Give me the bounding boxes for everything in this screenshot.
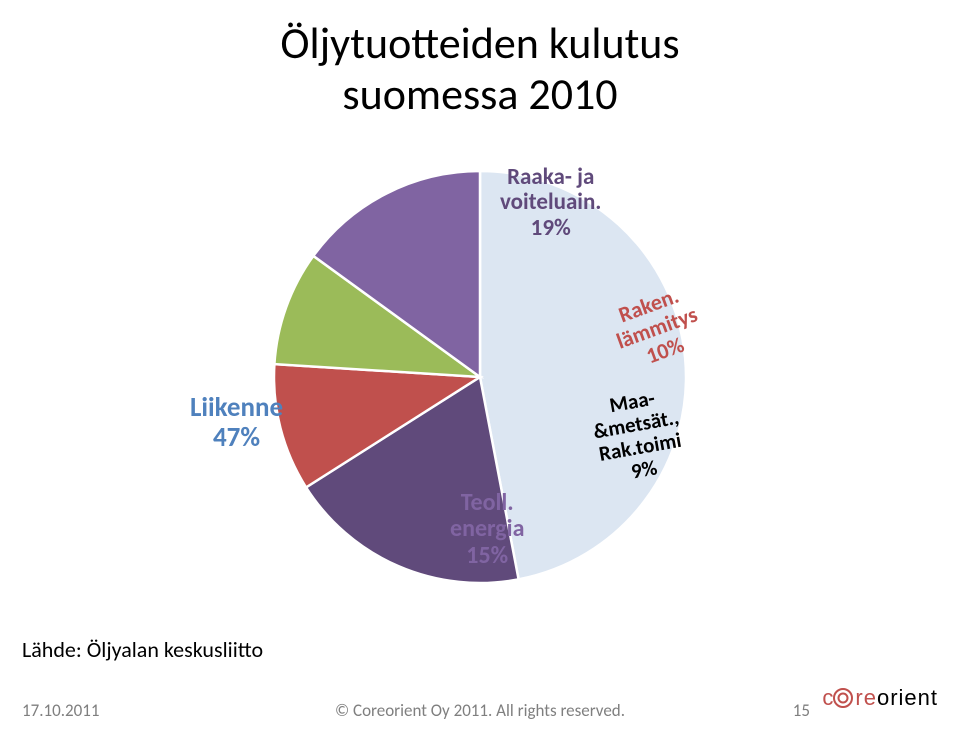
- pie-label-raaka: Raaka- javoiteluain.19%: [500, 165, 601, 241]
- page-title: Öljytuotteiden kulutus suomessa 2010: [0, 18, 960, 119]
- pie-label-teoll: Teoll.energia15%: [450, 490, 524, 569]
- title-line-1: Öljytuotteiden kulutus: [280, 16, 679, 70]
- source-line: Lähde: Öljyalan keskusliitto: [22, 636, 263, 663]
- logo-text-3: orient: [877, 685, 938, 710]
- pie-label-liikenne: Liikenne47%: [190, 393, 283, 452]
- logo: creorient: [822, 685, 938, 715]
- logo-text-2: re: [855, 685, 877, 710]
- slide: Öljytuotteiden kulutus suomessa 2010 Lii…: [0, 0, 960, 735]
- footer: 17.10.2011 © Coreorient Oy 2011. All rig…: [0, 681, 960, 721]
- title-line-2: suomessa 2010: [342, 67, 617, 121]
- footer-copyright: © Coreorient Oy 2011. All rights reserve…: [0, 700, 960, 721]
- target-icon: [832, 687, 854, 715]
- pie-chart: Liikenne47%Raaka- javoiteluain.19%Raken.…: [215, 155, 745, 600]
- footer-page-number: 15: [793, 700, 810, 721]
- pie-label-maametsa: Maa-&metsät.,Rak.toimi9%: [588, 383, 689, 489]
